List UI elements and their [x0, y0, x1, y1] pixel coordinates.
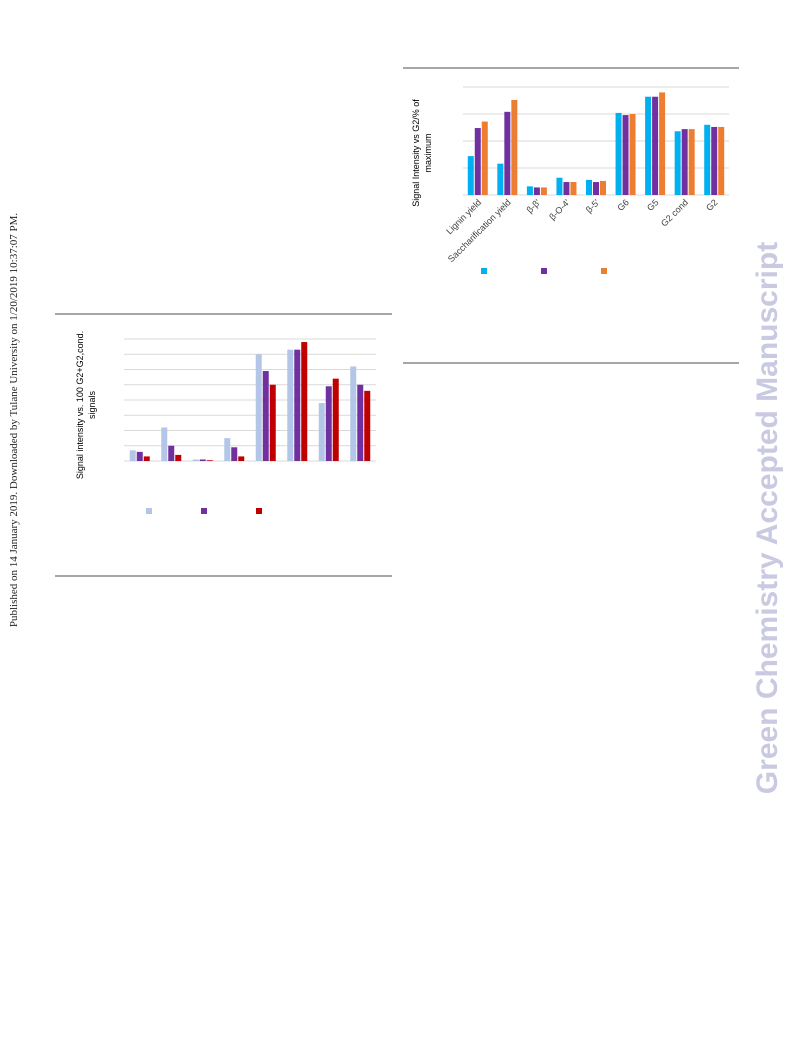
bar-series2-cat6: [622, 115, 629, 195]
bar-series1-cat6: [615, 112, 622, 195]
bar-series1-cat5: [586, 179, 592, 195]
bar-series1-cat8: [674, 131, 681, 195]
bar-series1-cat3: [526, 186, 533, 195]
bar-series3-cat8: [688, 129, 695, 195]
bar-series2-cat4: [563, 182, 570, 195]
bar-series1-cat6: [287, 349, 294, 461]
tick-label: G5: [645, 197, 661, 213]
bar-series3-cat3: [206, 460, 213, 461]
bar-series1-cat7: [645, 96, 652, 195]
bar-series2-cat9: [711, 126, 718, 195]
bar-series2-cat6: [294, 349, 301, 461]
bar-series3-cat8: [364, 390, 371, 461]
bar-series3-cat6: [301, 342, 308, 461]
bar-series3-cat1: [481, 121, 488, 195]
bar-series2-cat1: [136, 451, 143, 461]
bar-series2-cat2: [168, 445, 175, 461]
bar-series2-cat8: [357, 384, 364, 461]
bar-series1-cat5: [255, 354, 262, 461]
bar-series2-cat7: [652, 96, 659, 195]
bar-series3-cat5: [269, 384, 276, 461]
legend-swatch-1: [481, 268, 487, 274]
legend-swatch-3: [256, 508, 262, 514]
tick-label: G2: [704, 197, 720, 213]
bar-series2-cat5: [262, 371, 269, 461]
bar-series2-cat1: [474, 128, 481, 195]
legend-swatch-2: [201, 508, 207, 514]
figure-top-rule-right: [403, 67, 739, 69]
bar-series2-cat5: [593, 182, 599, 195]
bar-series2-cat2: [504, 111, 511, 195]
legend-swatch-3: [601, 268, 607, 274]
bar-series3-cat3: [540, 187, 547, 195]
bar-series1-cat9: [704, 124, 711, 195]
bar-series2-cat3: [199, 459, 206, 461]
legend-swatch-2: [541, 268, 547, 274]
bar-series3-cat7: [332, 378, 339, 461]
bar-series1-cat4: [556, 177, 563, 195]
bar-series3-cat9: [718, 126, 725, 195]
figure-top-rule-left: [55, 313, 392, 315]
bar-series2-cat4: [231, 447, 238, 461]
figure-bottom-rule-right: [403, 362, 739, 364]
bar-series3-cat5: [600, 180, 606, 195]
bar-series1-cat2: [497, 163, 504, 195]
tick-label: β-5': [584, 197, 602, 215]
bar-series1-cat3: [192, 459, 199, 461]
bar-series1-cat4: [224, 438, 231, 461]
bar-series3-cat4: [238, 456, 245, 461]
tick-label: G2 cond: [659, 197, 690, 228]
figure-bottom-rule-left: [55, 575, 392, 577]
bar-series3-cat4: [570, 182, 577, 195]
bar-series2-cat3: [533, 187, 540, 195]
bar-series2-cat7: [325, 386, 332, 461]
tick-label: G6: [615, 197, 631, 213]
bar-series3-cat2: [175, 454, 182, 461]
tick-label: β-β': [525, 197, 543, 215]
bar-series3-cat1: [143, 456, 150, 461]
axis-label-y: Signal Intensity vs G2/% of maximum: [411, 99, 433, 207]
bar-series1-cat8: [350, 366, 357, 461]
bar-series3-cat6: [629, 114, 636, 195]
bar-series1-cat1: [129, 450, 136, 461]
axis-label-y: Signal intensity vs. 100 G2+G2,cond. sign…: [75, 331, 97, 479]
bar-series3-cat7: [659, 92, 666, 195]
chart-2: Signal intensity vs. 100 G2+G2,cond. sign…: [75, 331, 376, 514]
tick-label: β-O-4': [547, 197, 572, 222]
bar-series1-cat2: [161, 427, 168, 461]
bar-series2-cat8: [681, 129, 688, 195]
bar-series3-cat2: [511, 99, 518, 195]
legend-swatch-1: [146, 508, 152, 514]
bar-series1-cat1: [467, 156, 474, 195]
bar-series1-cat7: [318, 403, 325, 461]
